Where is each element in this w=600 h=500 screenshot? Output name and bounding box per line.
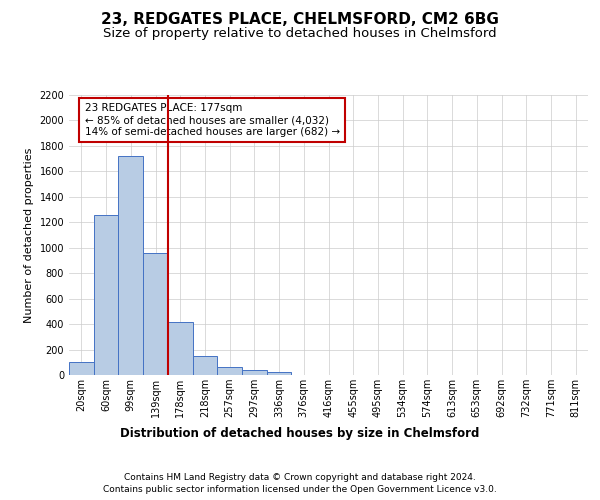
- Bar: [69, 362, 94, 375]
- Bar: [217, 366, 242, 375]
- Text: Contains public sector information licensed under the Open Government Licence v3: Contains public sector information licen…: [103, 485, 497, 494]
- Text: Contains HM Land Registry data © Crown copyright and database right 2024.: Contains HM Land Registry data © Crown c…: [124, 472, 476, 482]
- Bar: [193, 356, 217, 375]
- Text: 23, REDGATES PLACE, CHELMSFORD, CM2 6BG: 23, REDGATES PLACE, CHELMSFORD, CM2 6BG: [101, 12, 499, 28]
- Text: Distribution of detached houses by size in Chelmsford: Distribution of detached houses by size …: [121, 428, 479, 440]
- Bar: [94, 214, 118, 375]
- Bar: [143, 253, 168, 375]
- Bar: [168, 322, 193, 375]
- Y-axis label: Number of detached properties: Number of detached properties: [24, 148, 34, 322]
- Text: 23 REDGATES PLACE: 177sqm
← 85% of detached houses are smaller (4,032)
14% of se: 23 REDGATES PLACE: 177sqm ← 85% of detac…: [85, 104, 340, 136]
- Bar: [118, 156, 143, 375]
- Bar: [242, 370, 267, 375]
- Text: Size of property relative to detached houses in Chelmsford: Size of property relative to detached ho…: [103, 28, 497, 40]
- Bar: [267, 372, 292, 375]
